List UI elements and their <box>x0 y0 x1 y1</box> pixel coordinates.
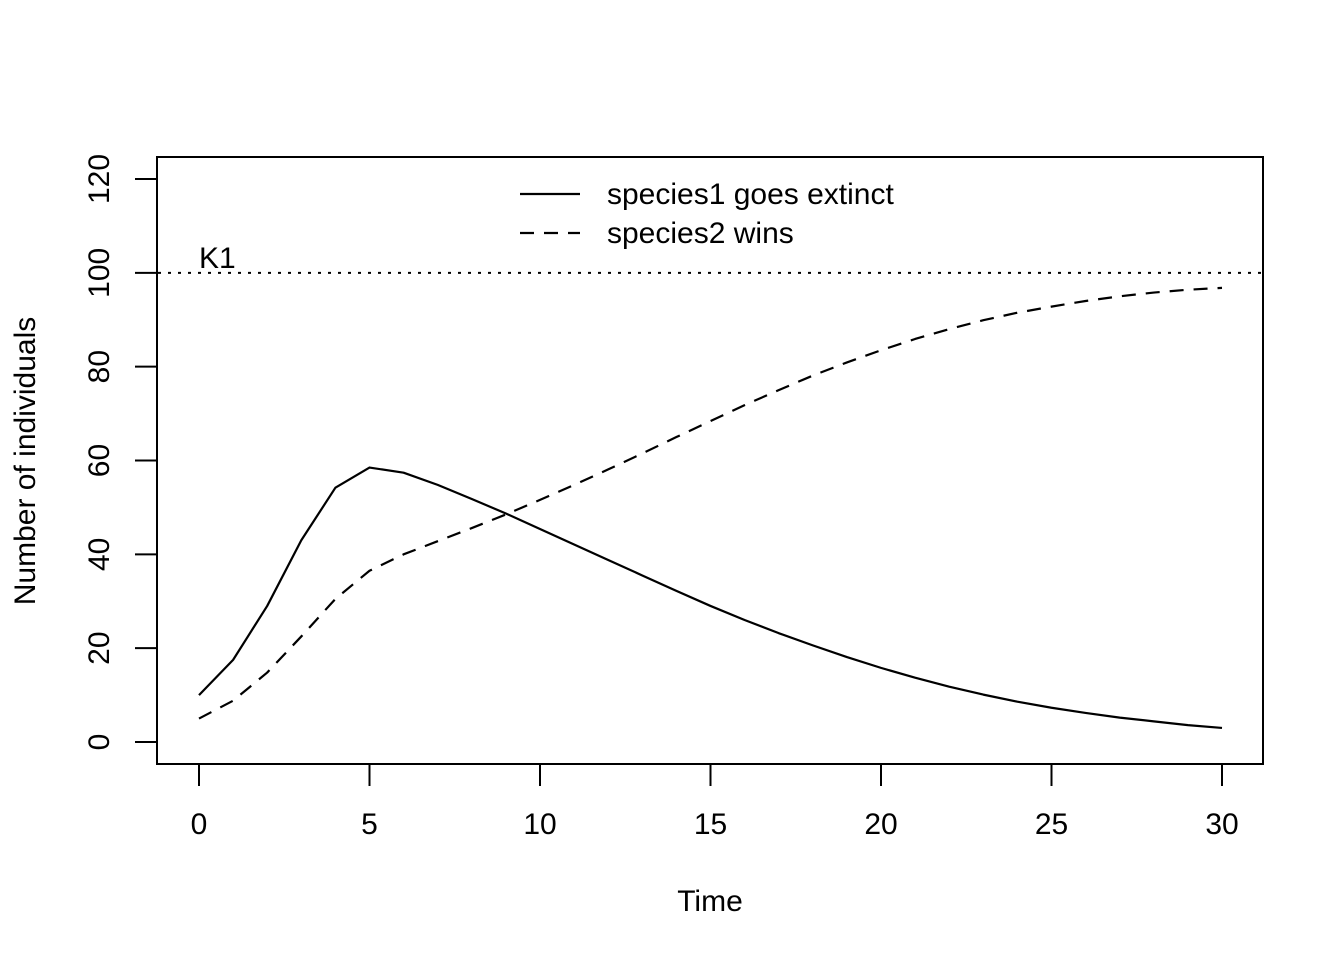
y-tick-label: 80 <box>83 350 116 383</box>
x-tick-label: 20 <box>864 808 897 841</box>
y-tick-label: 120 <box>83 154 116 204</box>
legend-label: species1 goes extinct <box>607 178 894 211</box>
y-tick-label: 100 <box>83 248 116 298</box>
x-tick-label: 25 <box>1035 808 1068 841</box>
x-tick-label: 15 <box>694 808 727 841</box>
x-axis: 0 5 10 15 20 25 30 <box>191 763 1239 841</box>
x-tick-label: 30 <box>1205 808 1238 841</box>
legend-label: species2 wins <box>607 217 794 250</box>
x-tick-label: 0 <box>191 808 208 841</box>
y-tick-label: 60 <box>83 444 116 477</box>
legend: species1 goes extinct species2 wins <box>520 178 894 250</box>
y-tick-label: 20 <box>83 631 116 664</box>
reference-lines: K1 <box>158 242 1262 275</box>
y-axis-label: Number of individuals <box>9 317 42 605</box>
reference-line-label: K1 <box>199 242 236 275</box>
series-line-1 <box>198 466 1223 730</box>
series-layer <box>198 286 1223 730</box>
x-axis-label: Time <box>677 885 743 918</box>
x-tick-label: 10 <box>523 808 556 841</box>
series-line-2 <box>198 286 1223 720</box>
x-tick-label: 5 <box>361 808 378 841</box>
y-tick-label: 40 <box>83 538 116 571</box>
y-tick-label: 0 <box>83 734 116 751</box>
y-axis: 0 20 40 60 80 100 120 <box>83 154 158 751</box>
